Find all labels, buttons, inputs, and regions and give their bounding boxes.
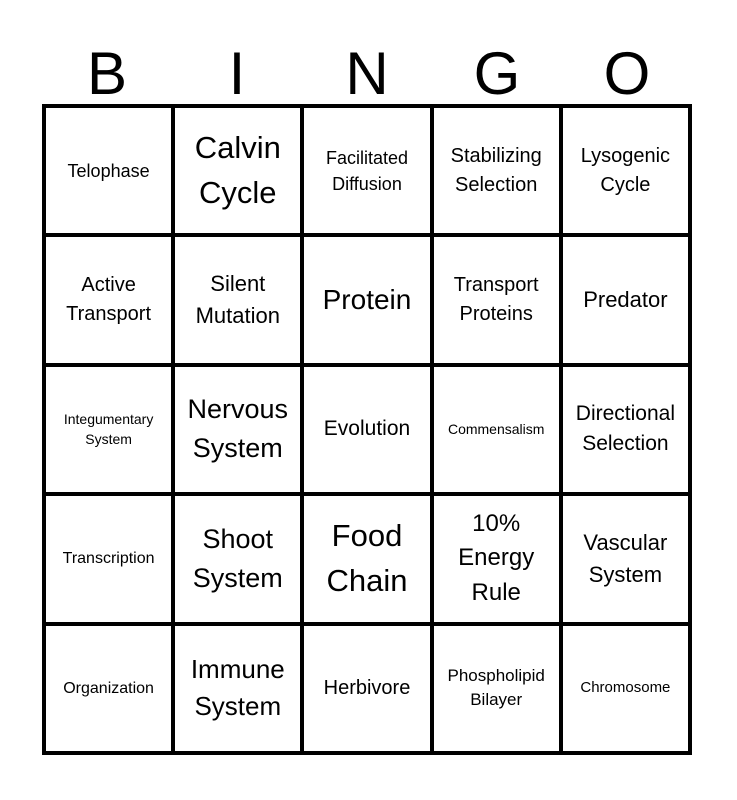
title-letter-o: O	[603, 40, 651, 107]
title-letter-b: B	[86, 40, 128, 107]
bingo-cell-r2c3[interactable]: Protein	[304, 237, 430, 363]
bingo-title: B I N G O	[42, 0, 692, 104]
bingo-cell-r1c1[interactable]: Telophase	[46, 108, 172, 234]
bingo-cell-r3c5[interactable]: Directional Selection	[562, 366, 688, 493]
bingo-cell-r5c2[interactable]: Immune System	[175, 625, 301, 751]
bingo-cell-r2c5[interactable]: Predator	[562, 237, 688, 363]
bingo-cell-r3c3[interactable]: Evolution	[304, 366, 430, 493]
bingo-cell-r1c4[interactable]: Stabilizing Selection	[433, 108, 559, 234]
bingo-cell-r1c5[interactable]: Lysogenic Cycle	[562, 108, 688, 234]
bingo-cell-r4c3[interactable]: Food Chain	[304, 496, 430, 622]
bingo-cell-r2c1[interactable]: Active Transport	[46, 237, 172, 363]
bingo-cell-r3c2[interactable]: Nervous System	[175, 366, 301, 493]
bingo-cell-r5c1[interactable]: Organization	[46, 625, 172, 751]
bingo-cell-r4c4[interactable]: 10% Energy Rule	[433, 496, 559, 622]
bingo-cell-r5c4[interactable]: Phospholipid Bilayer	[433, 625, 559, 751]
bingo-cell-r4c5[interactable]: Vascular System	[562, 496, 688, 622]
bingo-cell-r1c2[interactable]: Calvin Cycle	[175, 108, 301, 234]
bingo-cell-r4c1[interactable]: Transcription	[46, 496, 172, 622]
bingo-cell-r5c5[interactable]: Chromosome	[562, 625, 688, 751]
bingo-cell-r3c4[interactable]: Commensalism	[433, 366, 559, 493]
title-letter-g: G	[473, 40, 521, 107]
bingo-grid: Telophase Calvin Cycle Facilitated Diffu…	[42, 104, 692, 755]
bingo-cell-r1c3[interactable]: Facilitated Diffusion	[304, 108, 430, 234]
bingo-cell-r2c4[interactable]: Transport Proteins	[433, 237, 559, 363]
bingo-cell-r5c3[interactable]: Herbivore	[304, 625, 430, 751]
title-letter-i: I	[228, 40, 246, 107]
title-letter-n: N	[345, 40, 389, 107]
bingo-cell-r2c2[interactable]: Silent Mutation	[175, 237, 301, 363]
bingo-cell-r4c2[interactable]: Shoot System	[175, 496, 301, 622]
bingo-cell-r3c1[interactable]: Integumentary System	[46, 366, 172, 493]
